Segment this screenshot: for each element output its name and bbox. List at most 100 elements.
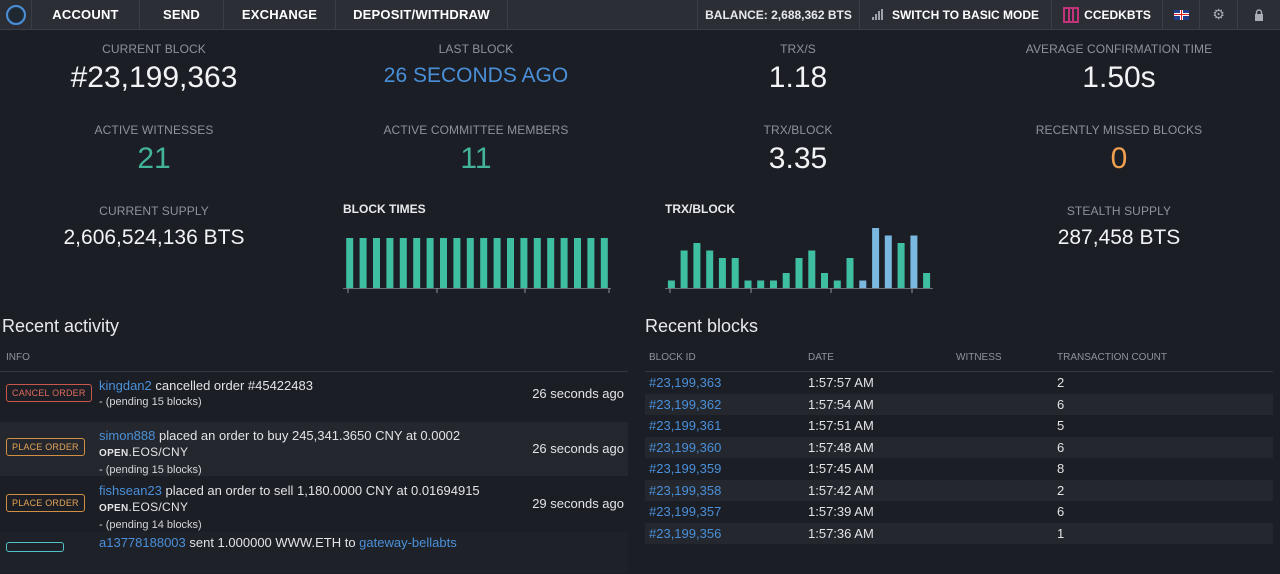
activity-pending: - (pending 14 blocks) [99, 519, 202, 531]
account-name-label: CCEDKBTS [1084, 7, 1151, 22]
blocks-body: #23,199,363 1:57:57 AM 2 #23,199,362 1:57:54… [645, 372, 1273, 544]
switch-to-basic-mode-button[interactable]: SWITCH TO BASIC MODE [860, 0, 1052, 29]
lock-icon [1255, 8, 1263, 21]
last-block-value: 26 SECONDS AGO [383, 64, 569, 87]
block-date: 1:57:42 AM [808, 482, 874, 498]
uk-flag-icon [1173, 9, 1189, 20]
asset-prefix: OPEN [99, 503, 129, 514]
activity-header-info: INFO [0, 345, 628, 372]
block-id-link[interactable]: #23,199,357 [649, 504, 722, 519]
block-id-link[interactable]: #23,199,360 [649, 439, 722, 455]
table-row: #23,199,362 1:57:54 AM 6 [645, 393, 1273, 415]
chart-bar [795, 258, 803, 288]
table-row: #23,199,361 1:57:51 AM 5 [645, 415, 1273, 437]
lock-button[interactable] [1238, 0, 1280, 29]
stat-label: LAST BLOCK [438, 42, 514, 56]
chart-bar [413, 238, 421, 288]
nav-deposit-withdraw[interactable]: DEPOSIT/WITHDRAW [336, 0, 508, 29]
stat-active-committee: ACTIVE COMMITTEE MEMBERS 11 [356, 123, 596, 176]
activity-time: 26 seconds ago [532, 386, 624, 401]
avg-confirmation-value: 1.50s [1082, 61, 1156, 94]
block-date: 1:57:45 AM [808, 461, 874, 476]
chart-bar [782, 273, 790, 288]
stat-label: ACTIVE COMMITTEE MEMBERS [383, 123, 569, 137]
header-date: DATE [808, 352, 834, 363]
current-block-value: #23,199,363 [70, 61, 238, 94]
block-transaction-count: 1 [1057, 525, 1065, 541]
block-transaction-count: 6 [1057, 396, 1065, 412]
asset-prefix: OPEN [99, 448, 129, 459]
chart-bar [884, 235, 892, 288]
activity-user-link[interactable]: a13778188003 [99, 535, 186, 550]
block-id-link[interactable]: #23,199,358 [649, 482, 722, 498]
chart-bar [466, 238, 474, 288]
chart-bar [520, 238, 528, 288]
stat-stealth-supply: STEALTH SUPPLY 287,458 BTS [999, 204, 1239, 250]
chart-bar [507, 238, 514, 288]
activity-text: fishsean23 placed an order to sell 1,180… [99, 483, 480, 533]
block-date: 1:57:54 AM [808, 396, 874, 412]
block-transaction-count: 2 [1057, 375, 1065, 390]
recent-activity-title: Recent activity [2, 316, 120, 336]
activity-description: placed an order to buy 245,341.3650 CNY … [155, 428, 461, 443]
recent-blocks-table: BLOCK ID DATE WITNESS TRANSACTION COUNT … [645, 345, 1273, 544]
activity-text: simon888 placed an order to buy 245,341.… [99, 428, 460, 478]
chart-bar [547, 238, 555, 288]
chart-bar [846, 258, 854, 288]
recent-blocks-title: Recent blocks [645, 316, 759, 336]
balance-display: BALANCE: 2,688,362 BTS [697, 0, 860, 29]
chart-bar [587, 238, 595, 288]
chart-bar [859, 280, 867, 288]
nav-exchange[interactable]: EXCHANGE [224, 0, 336, 29]
chart-bar [600, 238, 608, 288]
stat-active-witnesses: ACTIVE WITNESSES 21 [34, 123, 274, 176]
stat-label: TRX/BLOCK [763, 123, 833, 137]
chart-bar [833, 280, 841, 288]
chart-bar [897, 243, 905, 288]
nav-send[interactable]: SEND [140, 0, 224, 29]
activity-text: a13778188003 sent 1.000000 WWW.ETH to ga… [99, 535, 457, 551]
table-row: #23,199,360 1:57:48 AM 6 [645, 436, 1273, 458]
trx-per-second-value: 1.18 [768, 61, 828, 94]
active-witnesses-value: 21 [137, 142, 171, 175]
activity-description: cancelled order #45422483 [151, 378, 313, 393]
nav-account[interactable]: ACCOUNT [32, 0, 140, 29]
block-id-link[interactable]: #23,199,359 [649, 461, 722, 476]
place-order-badge: PLACE ORDER [6, 438, 85, 456]
trx-per-block-chart [665, 228, 933, 293]
stat-current-supply: CURRENT SUPPLY 2,606,524,136 BTS [34, 204, 274, 250]
stat-missed-blocks: RECENTLY MISSED BLOCKS 0 [999, 123, 1239, 176]
nav-spacer [508, 0, 697, 29]
block-date: 1:57:57 AM [808, 375, 874, 390]
table-row: #23,199,356 1:57:36 AM 1 [645, 522, 1273, 544]
stat-label: RECENTLY MISSED BLOCKS [1035, 123, 1203, 137]
activity-user-link[interactable]: kingdan2 [99, 378, 152, 393]
account-menu[interactable]: CCEDKBTS [1052, 0, 1163, 29]
chart-bar [574, 238, 581, 288]
activity-user-link[interactable]: simon888 [99, 428, 156, 443]
logo-icon[interactable] [0, 0, 32, 29]
activity-market-link[interactable]: OPEN.EOS/CNY [99, 500, 188, 514]
settings-button[interactable]: ⚙ [1200, 0, 1238, 29]
block-date: 1:57:36 AM [808, 525, 874, 541]
block-id-link[interactable]: #23,199,361 [649, 418, 722, 433]
activity-market-link[interactable]: OPEN.EOS/CNY [99, 445, 188, 459]
asset-name: .EOS/CNY [128, 445, 189, 459]
chart-bar [560, 238, 568, 288]
block-id-link[interactable]: #23,199,356 [649, 525, 722, 541]
activity-recipient-link[interactable]: gateway-bellabts [359, 535, 457, 550]
language-selector[interactable] [1163, 0, 1200, 29]
chart-bar [718, 258, 726, 288]
stealth-supply-value: 287,458 BTS [1057, 226, 1181, 249]
table-row: #23,199,357 1:57:39 AM 6 [645, 501, 1273, 523]
activity-description: placed an order to sell 1,180.0000 CNY a… [161, 483, 480, 498]
block-id-link[interactable]: #23,199,362 [649, 396, 722, 412]
activity-user-link[interactable]: fishsean23 [99, 483, 162, 498]
block-id-link[interactable]: #23,199,363 [649, 375, 722, 390]
activity-pending: - (pending 15 blocks) [99, 396, 202, 408]
header-block-id: BLOCK ID [649, 352, 696, 363]
top-navigation-bar: ACCOUNT SEND EXCHANGE DEPOSIT/WITHDRAW B… [0, 0, 1280, 30]
table-row: #23,199,363 1:57:57 AM 2 [645, 372, 1273, 394]
activity-time: 29 seconds ago [532, 496, 624, 511]
gear-icon: ⚙ [1212, 6, 1225, 22]
